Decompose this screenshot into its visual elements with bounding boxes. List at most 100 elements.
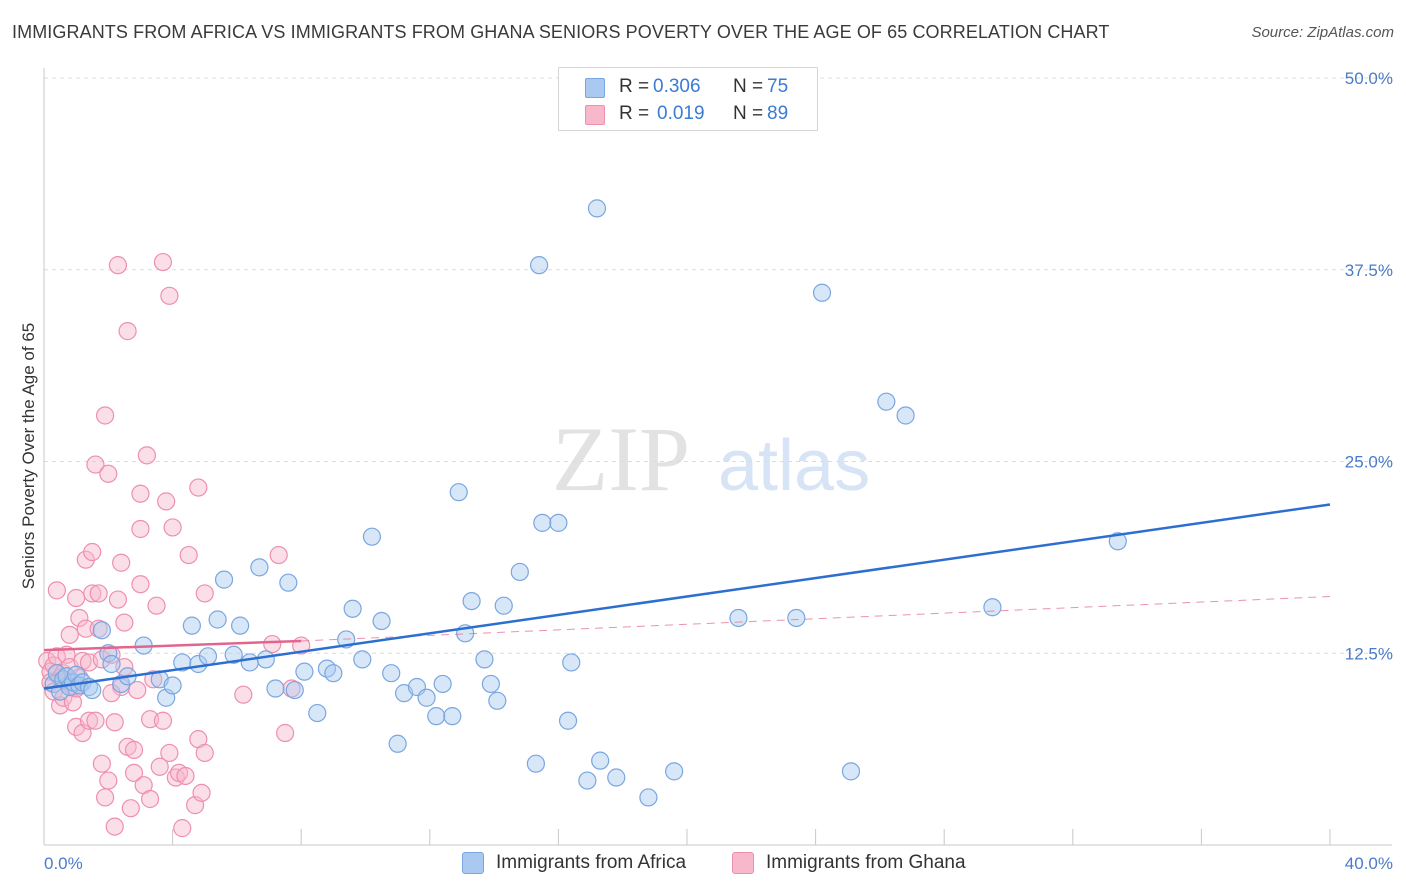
africa-point	[591, 751, 610, 770]
ghana-point	[70, 608, 89, 628]
ghana-point	[118, 322, 137, 341]
ghana-point	[131, 519, 150, 539]
series-swatch-africa	[462, 852, 484, 874]
africa-point	[607, 768, 626, 787]
x-tick-label: 0.0%	[44, 854, 83, 873]
ghana-point	[128, 680, 147, 700]
africa-point	[353, 650, 372, 669]
africa-point	[443, 707, 462, 726]
africa-point	[224, 645, 243, 664]
africa-point	[343, 599, 362, 618]
africa-point	[549, 513, 568, 532]
ghana-point	[63, 693, 83, 712]
africa-point	[877, 392, 896, 411]
africa-point	[279, 573, 298, 592]
africa-point	[533, 513, 552, 532]
africa-point	[324, 664, 343, 683]
africa-point	[449, 483, 468, 502]
africa-point	[285, 680, 304, 700]
tick-labels: 12.5% 25.0% 37.5% 50.0% 0.0% 40.0%	[44, 69, 1393, 873]
watermark-zip: ZIP	[552, 408, 690, 510]
africa-point	[481, 674, 500, 694]
africa-point	[562, 653, 581, 672]
africa-point	[102, 654, 121, 674]
africa-point	[317, 659, 337, 678]
africa-point	[208, 610, 227, 629]
x-tick-label: 40.0%	[1345, 854, 1393, 873]
africa-point	[1108, 532, 1127, 551]
ghana-point	[163, 518, 182, 537]
legend-n-value-ghana: 89	[767, 103, 789, 124]
africa-point	[841, 762, 861, 781]
africa-point	[308, 703, 327, 723]
africa-point	[530, 256, 549, 275]
ghana-point	[140, 789, 160, 809]
africa-point	[163, 676, 182, 695]
series-swatch-ghana	[732, 852, 754, 874]
series-legend-africa[interactable]: Immigrants from Africa	[462, 852, 686, 874]
ghana-point	[157, 492, 176, 511]
ghana-series	[38, 252, 311, 838]
ghana-point	[99, 771, 118, 790]
ghana-point	[189, 478, 208, 497]
africa-point	[427, 707, 446, 726]
ghana-point	[192, 783, 211, 802]
y-axis-label: Seniors Poverty Over the Age of 65	[19, 323, 38, 589]
africa-point	[587, 199, 607, 218]
africa-point	[295, 662, 314, 681]
series-label-africa: Immigrants from Africa	[496, 852, 687, 873]
ghana-point	[95, 788, 115, 807]
africa-point	[198, 647, 218, 666]
legend-n-label: N =	[733, 76, 764, 97]
y-tick-label: 37.5%	[1345, 261, 1393, 280]
legend-r-label: R =	[619, 103, 650, 124]
ghana-trend-extension	[301, 595, 1331, 642]
source-label: Source: ZipAtlas.com	[1251, 24, 1394, 41]
ghana-point	[124, 740, 144, 759]
ghana-point	[179, 545, 198, 565]
africa-point	[382, 664, 401, 683]
legend-n-label: N =	[733, 103, 764, 124]
ghana-point	[67, 588, 86, 608]
africa-point	[214, 570, 234, 589]
africa-point	[417, 688, 436, 707]
ghana-point	[176, 766, 195, 786]
ghana-point	[89, 584, 108, 603]
ghana-point	[195, 584, 214, 603]
ghana-point	[105, 713, 124, 732]
africa-point	[240, 653, 259, 672]
ghana-point	[83, 542, 102, 562]
legend-r-value-ghana: 0.019	[657, 103, 705, 124]
ghana-point	[269, 545, 288, 565]
ghana-point	[195, 743, 214, 763]
africa-point	[372, 611, 391, 631]
africa-point	[896, 406, 915, 425]
africa-point	[494, 596, 513, 615]
ghana-point	[153, 711, 173, 730]
ghana-point	[160, 743, 179, 763]
legend-swatch-africa	[585, 78, 605, 98]
ghana-point	[160, 286, 179, 305]
axes	[43, 68, 1392, 846]
series-legend-ghana[interactable]: Immigrants from Ghana	[732, 852, 966, 874]
africa-point	[250, 558, 269, 577]
ghana-point	[144, 670, 163, 689]
africa-point	[639, 788, 658, 807]
y-tick-label: 12.5%	[1345, 644, 1393, 663]
africa-point	[510, 562, 529, 582]
series-legend: Immigrants from Africa Immigrants from G…	[0, 852, 1406, 876]
africa-point	[173, 653, 192, 672]
series-label-ghana: Immigrants from Ghana	[766, 852, 966, 873]
africa-point	[475, 650, 494, 669]
ghana-point	[121, 799, 140, 818]
ghana-point	[263, 634, 282, 654]
legend-r-label: R =	[619, 76, 650, 97]
africa-point	[266, 679, 285, 698]
ghana-point	[83, 584, 102, 603]
ghana-point	[153, 252, 173, 272]
africa-point	[231, 616, 250, 635]
ghana-trend-line	[43, 639, 302, 652]
africa-point	[983, 598, 1002, 617]
africa-point	[182, 616, 201, 635]
africa-point	[256, 650, 275, 669]
